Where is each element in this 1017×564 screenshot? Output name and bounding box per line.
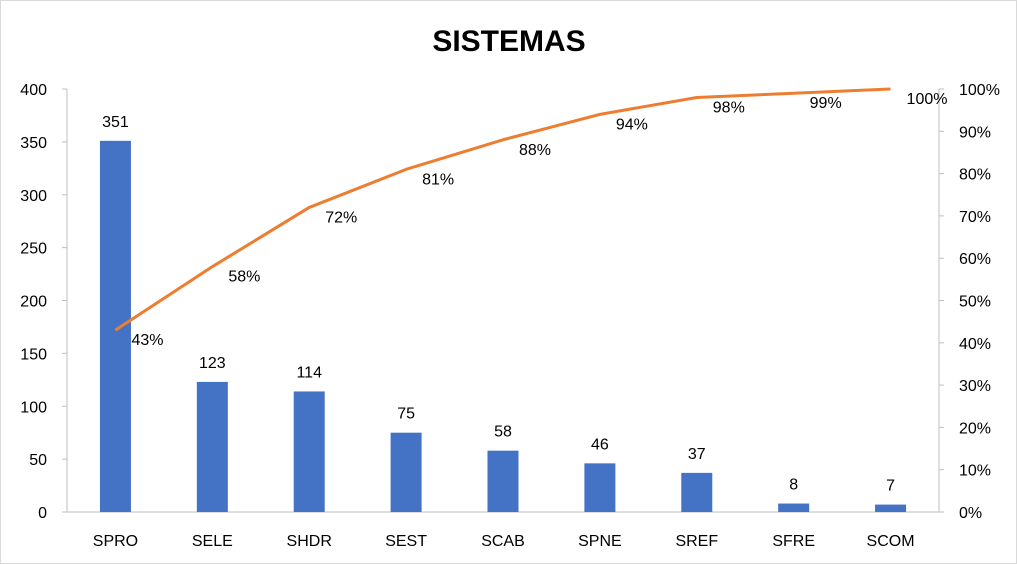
line-value-label: 81% <box>422 171 454 188</box>
line-value-label: 99% <box>810 95 842 112</box>
right-axis-tick-label: 50% <box>959 294 991 311</box>
line-value-label: 88% <box>519 142 551 159</box>
right-axis-tick-label: 0% <box>959 505 982 522</box>
bar-value-label: 351 <box>102 114 129 131</box>
bar-value-label: 46 <box>591 436 609 453</box>
right-axis-tick-label: 40% <box>959 336 991 353</box>
left-axis-tick-label: 300 <box>20 188 47 205</box>
bar-value-label: 37 <box>688 446 706 463</box>
line-value-label: 100% <box>907 91 948 108</box>
right-axis-tick-label: 90% <box>959 124 991 141</box>
bar-scab <box>487 450 519 512</box>
bar-sest <box>390 432 422 512</box>
left-axis-tick-labels: 0 50 100 150 200 250 300 350 400 <box>20 82 47 522</box>
bar-spro <box>99 140 131 512</box>
x-axis-tick-label: SEST <box>385 533 427 550</box>
bar-spne <box>584 463 616 512</box>
bar-value-label: 123 <box>199 355 226 372</box>
bar-labels: 351 123 114 75 58 46 37 8 7 <box>102 114 895 495</box>
left-axis-tick-label: 250 <box>20 241 47 258</box>
x-axis-tick-label: SREF <box>675 533 718 550</box>
x-axis-tick-label: SHDR <box>287 533 332 550</box>
bar-sref <box>681 472 713 512</box>
right-axis-tick-label: 10% <box>959 463 991 480</box>
bar-value-label: 8 <box>789 477 798 494</box>
left-axis-tick-label: 200 <box>20 294 47 311</box>
x-axis-tick-label: SFRE <box>772 533 815 550</box>
left-axis-tick-label: 50 <box>29 452 47 469</box>
x-axis-tick-label: SELE <box>192 533 233 550</box>
bar-value-label: 114 <box>296 364 322 381</box>
axes <box>62 88 944 513</box>
line-value-label: 94% <box>616 116 648 133</box>
bar-value-label: 7 <box>886 478 895 495</box>
line-labels: 43% 58% 72% 81% 88% 94% 98% 99% 100% <box>131 91 947 349</box>
bar-value-label: 75 <box>397 406 415 423</box>
right-axis-tick-label: 20% <box>959 420 991 437</box>
x-axis-tick-labels: SPRO SELE SHDR SEST SCAB SPNE SREF SFRE SCOM <box>93 533 915 550</box>
right-axis-tick-label: 60% <box>959 251 991 268</box>
bar-sele <box>196 381 228 512</box>
left-axis-tick-label: 400 <box>20 82 47 99</box>
x-axis-tick-label: SPNE <box>578 533 622 550</box>
right-axis-tick-label: 100% <box>959 82 1000 99</box>
right-axis-tick-label: 70% <box>959 209 991 226</box>
bar-value-label: 58 <box>494 424 512 441</box>
x-axis-tick-label: SPRO <box>93 533 138 550</box>
bar-shdr <box>293 391 325 512</box>
left-axis-tick-label: 100 <box>20 399 47 416</box>
line-value-label: 43% <box>131 332 163 349</box>
line-value-label: 58% <box>228 269 260 286</box>
x-axis-tick-label: SCOM <box>867 533 915 550</box>
chart-title: SISTEMAS <box>432 25 585 58</box>
x-axis-tick-label: SCAB <box>481 533 525 550</box>
bar-scom <box>875 504 907 512</box>
line-value-label: 72% <box>325 209 357 226</box>
cumulative-percent-line <box>114 87 891 332</box>
cumulative-line <box>114 87 891 332</box>
right-axis-tick-label: 30% <box>959 378 991 395</box>
bars <box>99 140 907 512</box>
right-axis-tick-label: 80% <box>959 167 991 184</box>
line-value-label: 98% <box>713 99 745 116</box>
left-axis-tick-label: 150 <box>20 346 47 363</box>
right-axis-tick-labels: 0% 10% 20% 30% 40% 50% 60% 70% 80% 90% 100% <box>959 82 1000 522</box>
left-axis-tick-label: 0 <box>38 505 47 522</box>
left-axis-tick-label: 350 <box>20 135 47 152</box>
bar-sfre <box>778 503 810 512</box>
